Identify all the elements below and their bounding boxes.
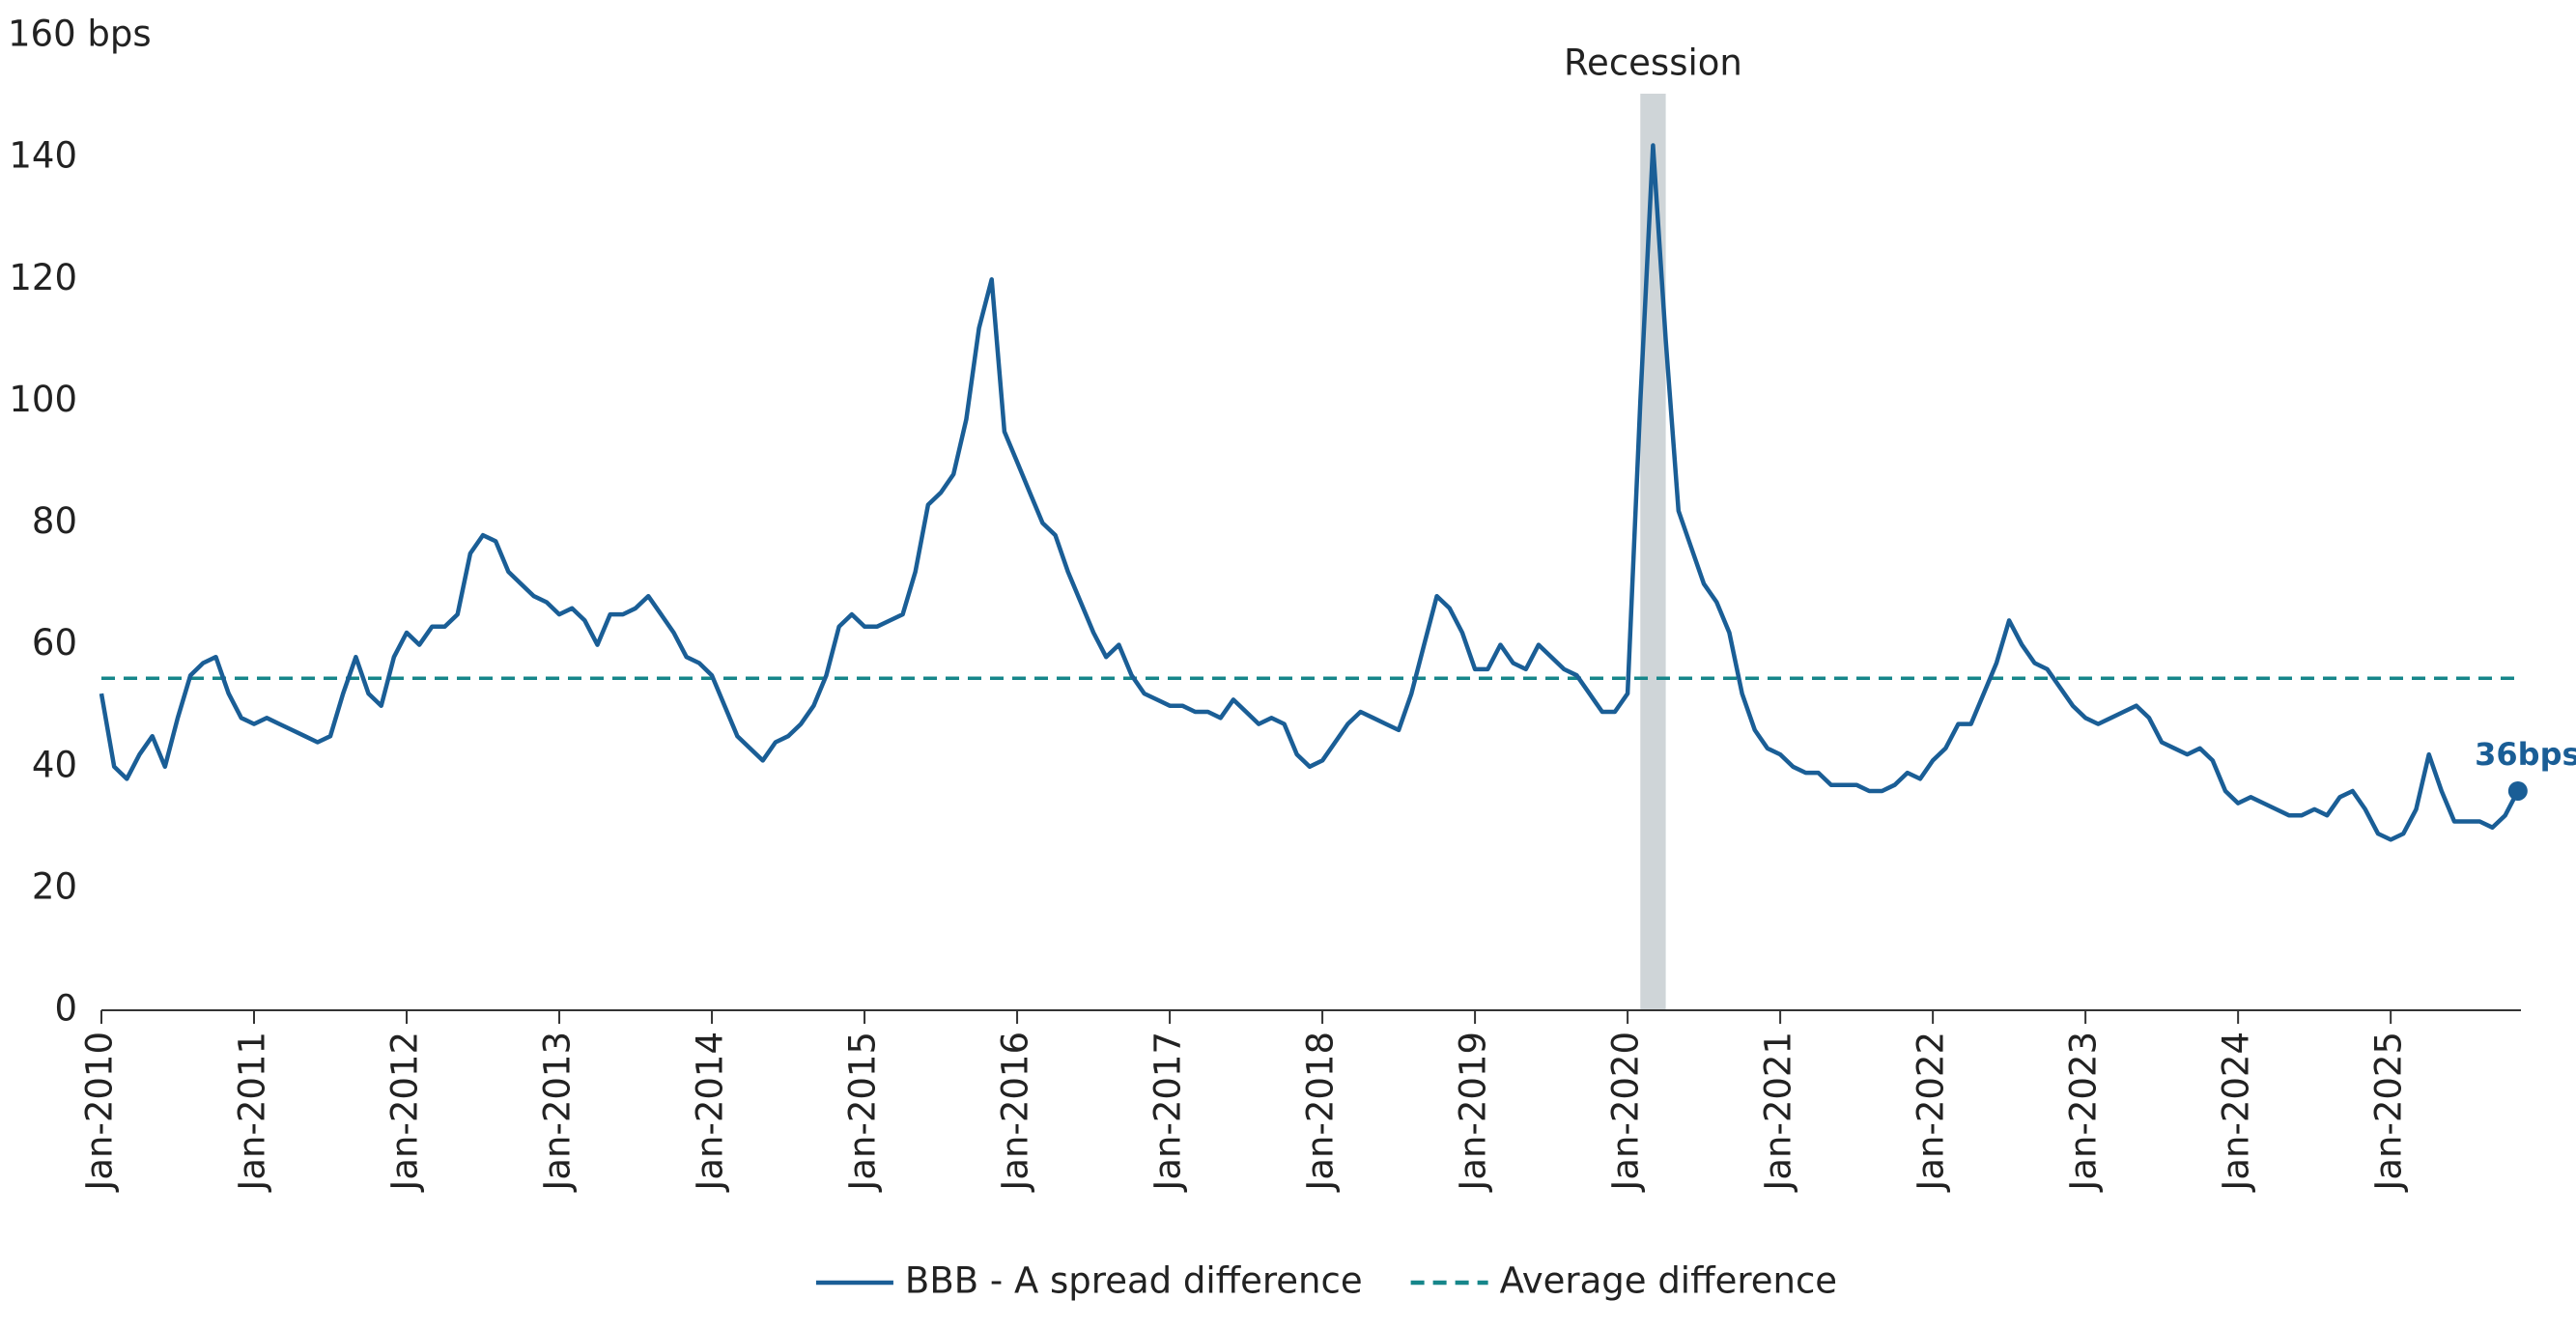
- y-tick-label: 140: [9, 135, 77, 177]
- end-point: [2507, 780, 2528, 801]
- y-tick-label: 120: [9, 257, 77, 298]
- y-tick-label: 100: [9, 379, 77, 420]
- y-tick-label: 0: [54, 988, 77, 1030]
- x-tick-label: Jan-2019: [1453, 1032, 1494, 1193]
- x-tick-label: Jan-2022: [1911, 1032, 1952, 1193]
- x-tick-label: Jan-2018: [1300, 1032, 1342, 1193]
- legend-label: BBB - A spread difference: [905, 1260, 1363, 1302]
- x-tick-label: Jan-2025: [2368, 1032, 2410, 1193]
- recession-label: Recession: [1564, 42, 1742, 84]
- series-line: [99, 143, 2520, 842]
- x-tick-label: Jan-2016: [995, 1032, 1036, 1193]
- x-tick-label: Jan-2015: [842, 1032, 884, 1193]
- x-tick-label: Jan-2017: [1147, 1032, 1189, 1193]
- recession-band: [1640, 94, 1666, 1010]
- y-tick-label: 60: [32, 622, 77, 664]
- legend: BBB - A spread difference Average differe…: [815, 1260, 1837, 1302]
- x-tick-label: Jan-2013: [537, 1032, 579, 1193]
- x-tick-label: Jan-2011: [232, 1032, 273, 1193]
- legend-label: Average difference: [1500, 1260, 1837, 1302]
- y-tick-label: 40: [32, 744, 77, 785]
- x-tick-label: Jan-2014: [690, 1032, 731, 1193]
- x-tick-label: Jan-2021: [1758, 1032, 1799, 1193]
- y-tick-label: 20: [32, 865, 77, 907]
- x-tick-label: Jan-2024: [2216, 1032, 2257, 1193]
- y-tick-label: 80: [32, 500, 77, 542]
- y-tick-label: 160 bps: [8, 14, 152, 55]
- x-tick-label: Jan-2010: [79, 1032, 121, 1193]
- x-tick-label: Jan-2023: [2063, 1032, 2105, 1193]
- x-tick-label: Jan-2020: [1605, 1032, 1647, 1193]
- end-label: 36bps: [2475, 736, 2576, 773]
- x-tick-label: Jan-2012: [384, 1032, 426, 1193]
